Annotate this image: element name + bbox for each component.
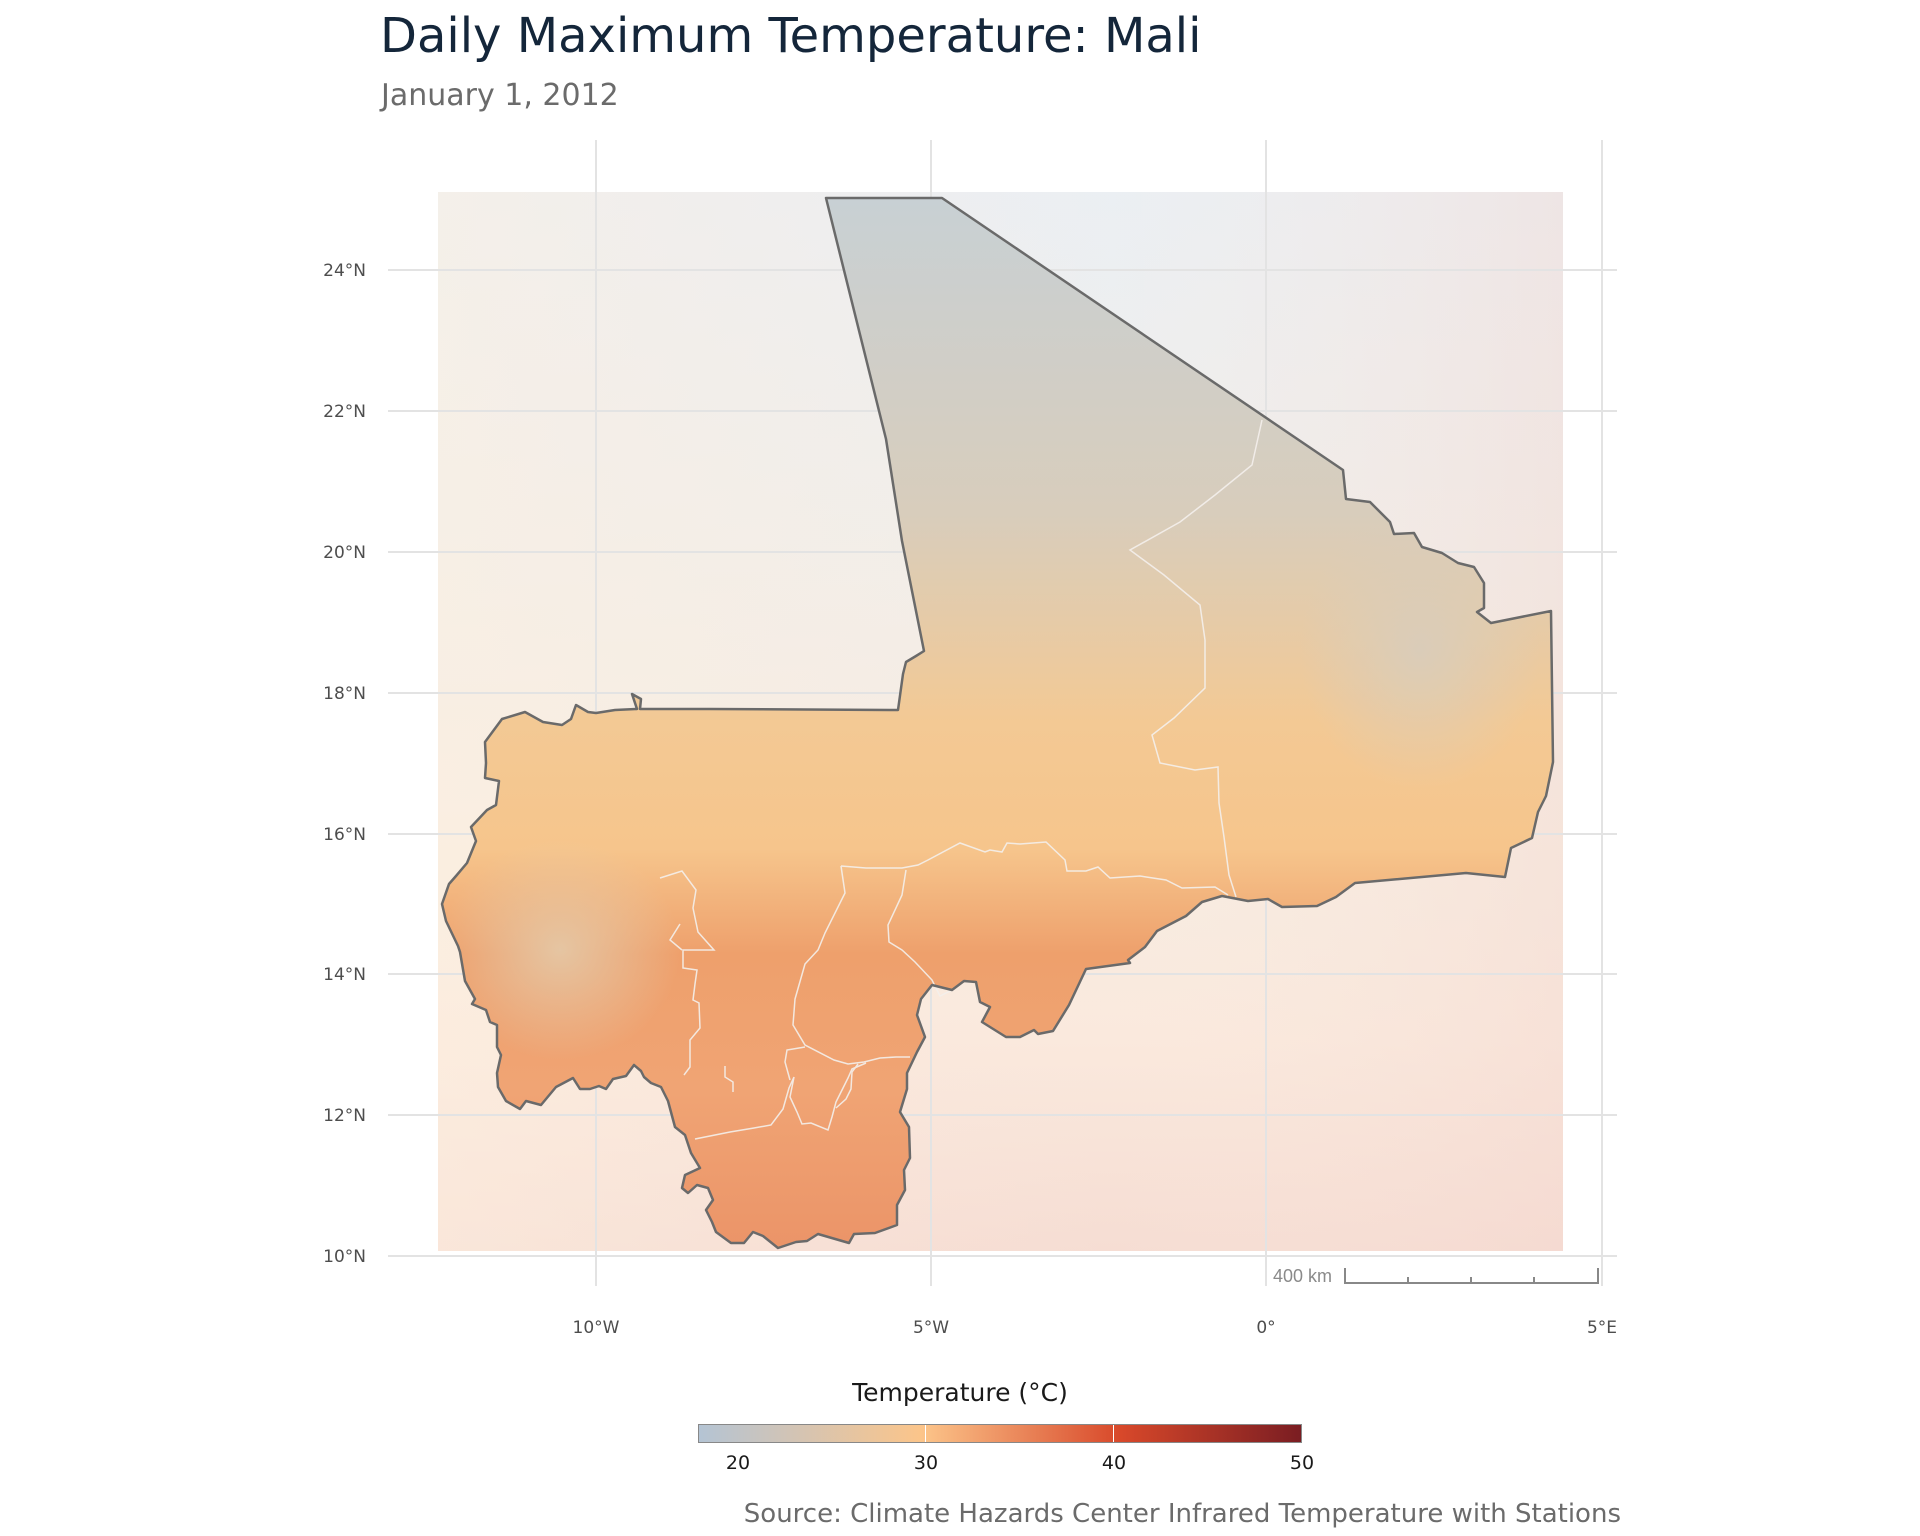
legend-title: Temperature (°C) — [852, 1378, 1068, 1407]
lat-label: 20°N — [323, 543, 366, 563]
legend-tick — [924, 1425, 926, 1442]
legend-label: 50 — [1289, 1452, 1315, 1474]
lat-label: 10°N — [323, 1247, 366, 1267]
longitude-labels: 10°W 5°W 0° 5°E — [573, 1318, 1618, 1338]
lon-label: 5°W — [913, 1318, 949, 1338]
western-cool-patch — [442, 840, 680, 1060]
legend-label: 30 — [913, 1452, 939, 1474]
lat-label: 12°N — [323, 1106, 366, 1126]
northeast-cool-patch — [1300, 510, 1540, 790]
lon-label: 10°W — [573, 1318, 620, 1338]
lon-label: 5°E — [1587, 1318, 1617, 1338]
scale-bar — [1344, 1268, 1599, 1284]
map-title: Daily Maximum Temperature: Mali — [380, 8, 1202, 64]
legend-colorbar — [698, 1424, 1302, 1443]
lat-label: 22°N — [323, 402, 366, 422]
legend-label: 40 — [1101, 1452, 1127, 1474]
latitude-labels: 24°N 22°N 20°N 18°N 16°N 14°N 12°N 10°N — [323, 261, 366, 1267]
region-boundaries — [659, 419, 1263, 1140]
scale-bar-label: 400 km — [1273, 1266, 1332, 1286]
lat-label: 14°N — [323, 965, 366, 985]
mali-temperature-fill — [442, 198, 1553, 1248]
source-caption: Source: Climate Hazards Center Infrared … — [743, 1499, 1621, 1529]
lat-label: 18°N — [323, 684, 366, 704]
mali-country — [440, 196, 1555, 1250]
mali-border — [440, 196, 1555, 1250]
lat-label: 16°N — [323, 825, 366, 845]
legend-label: 20 — [725, 1452, 751, 1474]
legend-tick — [1113, 1425, 1115, 1442]
lon-label: 0° — [1256, 1318, 1275, 1338]
lat-label: 24°N — [323, 261, 366, 281]
map-subtitle: January 1, 2012 — [381, 78, 619, 113]
